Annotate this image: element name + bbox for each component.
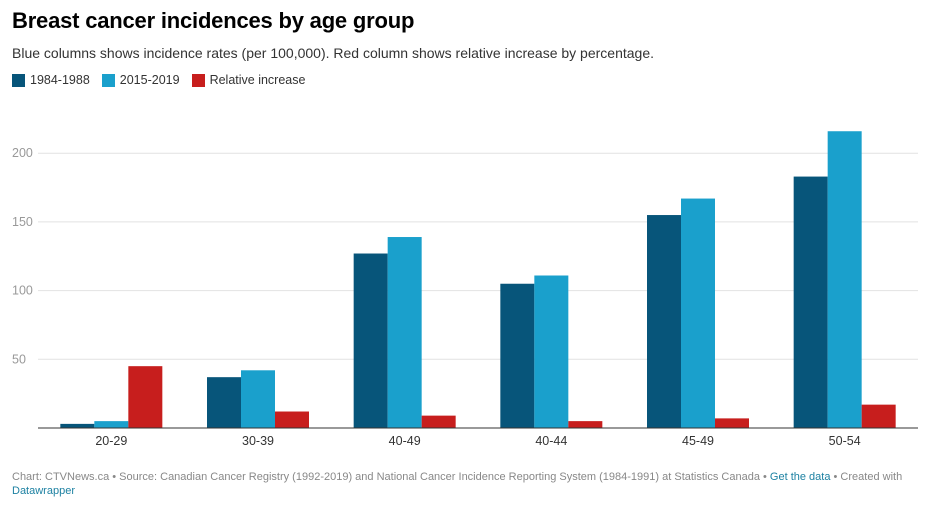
legend-label-1984-1988: 1984-1988 — [30, 73, 90, 87]
bar-2015-2019-45-49 — [681, 198, 715, 428]
legend-label-2015-2019: 2015-2019 — [119, 73, 180, 87]
chart-subtitle: Blue columns shows incidence rates (per … — [12, 45, 655, 61]
y-tick-label-200: 200 — [12, 146, 33, 160]
x-tick-label-45-49: 45-49 — [682, 434, 714, 448]
x-tick-label-40-44: 40-44 — [535, 434, 567, 448]
y-tick-label-50: 50 — [12, 352, 26, 366]
legend-swatch-relative-increase — [191, 73, 205, 87]
legend-label-relative-increase: Relative increase — [209, 73, 306, 87]
footer-source: Chart: CTVNews.ca • Source: Canadian Can… — [12, 471, 770, 483]
bar-1984-1988-50-54 — [793, 176, 828, 428]
bar-2015-2019-30-39 — [241, 370, 275, 428]
bar-relative-increase-50-54 — [861, 404, 896, 428]
y-tick-label-150: 150 — [12, 215, 33, 229]
x-tick-label-30-39: 30-39 — [242, 434, 274, 448]
bar-1984-1988-30-39 — [207, 377, 241, 428]
get-the-data-link[interactable]: Get the data — [769, 471, 831, 483]
y-tick-label-100: 100 — [12, 284, 33, 298]
x-tick-label-50-54: 50-54 — [829, 434, 861, 448]
x-tick-label-40-49: 40-49 — [389, 434, 421, 448]
bar-1984-1988-40-49 — [353, 253, 388, 428]
legend-swatch-1984-1988 — [12, 73, 25, 87]
bar-relative-increase-40-44 — [568, 421, 603, 428]
chart-footer: Chart: CTVNews.ca • Source: Canadian Can… — [12, 470, 912, 498]
bar-2015-2019-20-29 — [94, 421, 129, 428]
bar-relative-increase-40-49 — [421, 415, 456, 428]
bar-2015-2019-50-54 — [827, 131, 862, 428]
x-tick-label-20-29: 20-29 — [95, 434, 127, 448]
bar-2015-2019-40-49 — [387, 237, 422, 428]
legend-swatch-2015-2019 — [101, 73, 115, 87]
bar-relative-increase-20-29 — [128, 366, 163, 428]
legend-item-2015-2019: 2015-2019 — [101, 73, 180, 87]
chart-title: Breast cancer incidences by age group — [12, 8, 415, 33]
footer-created-with: • Created with — [830, 471, 903, 483]
bar-1984-1988-20-29 — [60, 423, 95, 428]
bar-2015-2019-40-44 — [534, 275, 569, 428]
legend-item-relative-increase: Relative increase — [191, 73, 306, 87]
datawrapper-link[interactable]: Datawrapper — [12, 485, 75, 497]
bar-1984-1988-40-44 — [500, 283, 535, 428]
legend-item-1984-1988: 1984-1988 — [12, 73, 90, 87]
bar-chart: 50 100 150 200 20-29 30-39 40-49 40-44 45-49 50-5… — [12, 131, 918, 448]
bar-relative-increase-30-39 — [275, 411, 309, 428]
legend: 1984-1988 2015-2019 Relative increase — [12, 73, 305, 87]
bar-1984-1988-45-49 — [647, 215, 681, 428]
bar-relative-increase-45-49 — [715, 418, 749, 428]
